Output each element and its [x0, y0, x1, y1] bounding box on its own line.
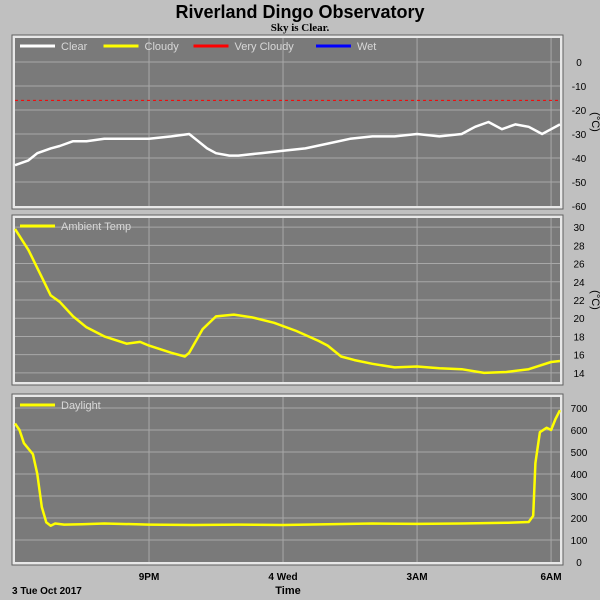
panel-daylight: 700 600 500 400 300 200 100 0 Daylight [11, 393, 588, 569]
x-axis-label: Time [275, 585, 300, 597]
y-unit-label: (°C) [589, 112, 600, 132]
series-line-ambient-temp [13, 228, 561, 375]
y-tick-label: 300 [571, 492, 588, 503]
y-tick-label: 500 [571, 448, 588, 459]
x-tick-label: 9PM [139, 572, 160, 583]
series-line-daylight [13, 409, 562, 527]
y-tick-label: 700 [571, 404, 588, 415]
legend-label: Wet [357, 41, 376, 53]
x-axis: 9PM 4 Wed 3AM 6AM [139, 572, 562, 583]
x-tick-label: 4 Wed [268, 572, 297, 583]
legend-label: Ambient Temp [61, 221, 131, 233]
chart-subtitle: Sky is Clear. [271, 22, 330, 34]
y-tick-label: -60 [572, 202, 587, 213]
y-tick-label: -20 [572, 106, 587, 117]
y-tick-label: 600 [571, 426, 588, 437]
chart-panels: 0 -10 -20 -30 -40 -50 -60 (°C) Clear Cloudy Very C… [11, 34, 600, 569]
legend-label: Clear [61, 41, 88, 53]
y-tick-label: 14 [573, 369, 585, 380]
legend-label: Very Cloudy [235, 41, 295, 53]
y-tick-label: -40 [572, 154, 587, 165]
y-tick-label: -50 [572, 178, 587, 189]
y-tick-label: 100 [571, 536, 588, 547]
y-unit-label: (°C) [589, 290, 600, 310]
y-tick-label: 0 [576, 558, 582, 569]
y-tick-label: 20 [573, 314, 585, 325]
y-tick-label: 18 [573, 332, 585, 343]
legend-label: Daylight [61, 400, 101, 412]
y-tick-label: 16 [573, 351, 585, 362]
x-axis-date-label: 3 Tue Oct 2017 [12, 586, 82, 597]
plot-area [15, 397, 560, 562]
y-tick-label: 400 [571, 470, 588, 481]
y-tick-label: -10 [572, 82, 587, 93]
panel-ambient: 30 28 26 24 22 20 18 16 14 (°C) Ambient Temp [11, 214, 600, 386]
x-tick-label: 3AM [406, 572, 427, 583]
series-line-clear [14, 120, 561, 167]
y-tick-label: 28 [573, 241, 585, 252]
y-tick-label: 26 [573, 260, 585, 271]
plot-area [15, 38, 560, 206]
y-tick-label: 200 [571, 514, 588, 525]
y-tick-label: 0 [576, 58, 582, 69]
chart-title: Riverland Dingo Observatory [175, 2, 424, 22]
panel-sky: 0 -10 -20 -30 -40 -50 -60 (°C) Clear Cloudy Very C… [11, 34, 600, 213]
y-tick-label: 30 [573, 223, 585, 234]
y-tick-label: -30 [572, 130, 587, 141]
y-tick-label: 24 [573, 278, 585, 289]
y-tick-label: 22 [573, 296, 585, 307]
x-tick-label: 6AM [541, 572, 562, 583]
legend-label: Cloudy [145, 41, 180, 53]
